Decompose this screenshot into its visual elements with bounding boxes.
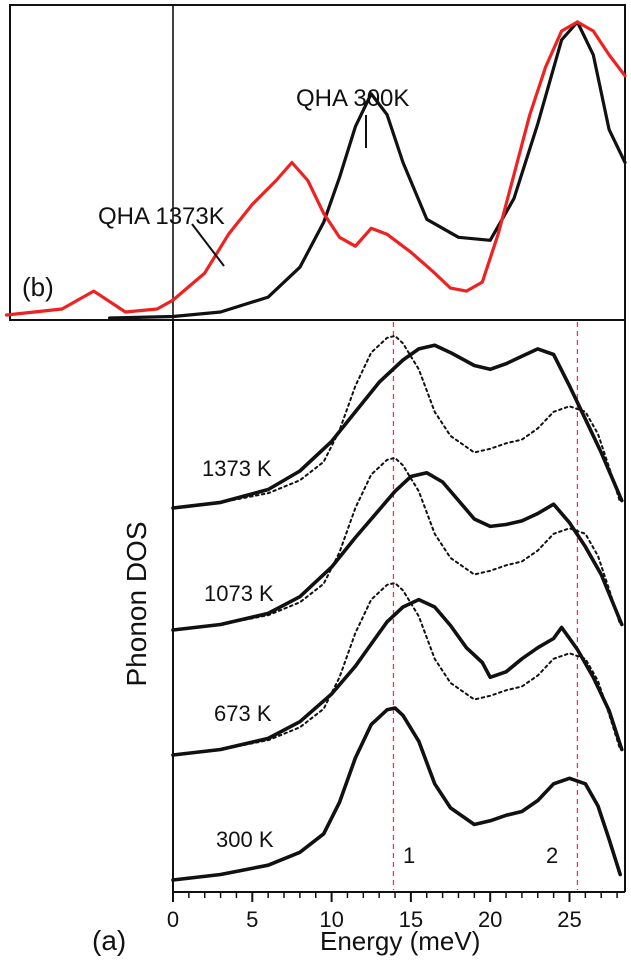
curve-qha-300k bbox=[108, 20, 627, 320]
x-tick-label-5: 5 bbox=[246, 907, 258, 932]
qha-1373k-label: QHA 1373K bbox=[98, 203, 225, 230]
curve-673-k-300-k-reference bbox=[172, 582, 622, 756]
curve-1073-k bbox=[171, 471, 624, 632]
panel-b-curves bbox=[4, 20, 627, 320]
label-1373k: 1373 K bbox=[202, 456, 272, 481]
curve-300-k bbox=[171, 706, 622, 882]
reference-lines bbox=[392, 322, 579, 890]
qha-300k-label: QHA 300K bbox=[296, 85, 409, 112]
panel-a: 0 5 10 15 20 25 1373 K 1073 K 673 K 300 K 1 2… bbox=[92, 320, 626, 956]
label-300k: 300 K bbox=[216, 827, 274, 852]
panel-b-frame bbox=[9, 4, 626, 321]
label-1073k: 1073 K bbox=[204, 581, 274, 606]
curve-qha-1373k bbox=[4, 20, 627, 317]
curve-1073-k-300-k-reference bbox=[172, 456, 622, 631]
x-axis-ticks: 0 5 10 15 20 25 bbox=[167, 892, 618, 932]
x-tick-label-0: 0 bbox=[167, 907, 179, 932]
x-tick-label-15: 15 bbox=[399, 907, 423, 932]
panel-b-label: (b) bbox=[22, 272, 54, 302]
panel-b: QHA 300K QHA 1373K (b) bbox=[4, 4, 627, 321]
ref-line-2-label: 2 bbox=[546, 843, 558, 868]
curve-673-k bbox=[171, 597, 624, 757]
curve-1373-k bbox=[171, 343, 624, 510]
x-tick-label-25: 25 bbox=[557, 907, 581, 932]
panel-a-curves bbox=[171, 334, 624, 882]
y-axis-title: Phonon DOS bbox=[121, 522, 152, 687]
qha-1373k-leader bbox=[191, 223, 225, 267]
ref-line-1-label: 1 bbox=[403, 843, 415, 868]
x-axis-title: Energy (meV) bbox=[320, 926, 480, 956]
curve-1373-k-300-k-reference bbox=[172, 334, 622, 509]
x-tick-label-10: 10 bbox=[319, 907, 343, 932]
panel-a-label: (a) bbox=[92, 925, 126, 956]
x-tick-label-20: 20 bbox=[478, 907, 502, 932]
label-673k: 673 K bbox=[214, 701, 272, 726]
